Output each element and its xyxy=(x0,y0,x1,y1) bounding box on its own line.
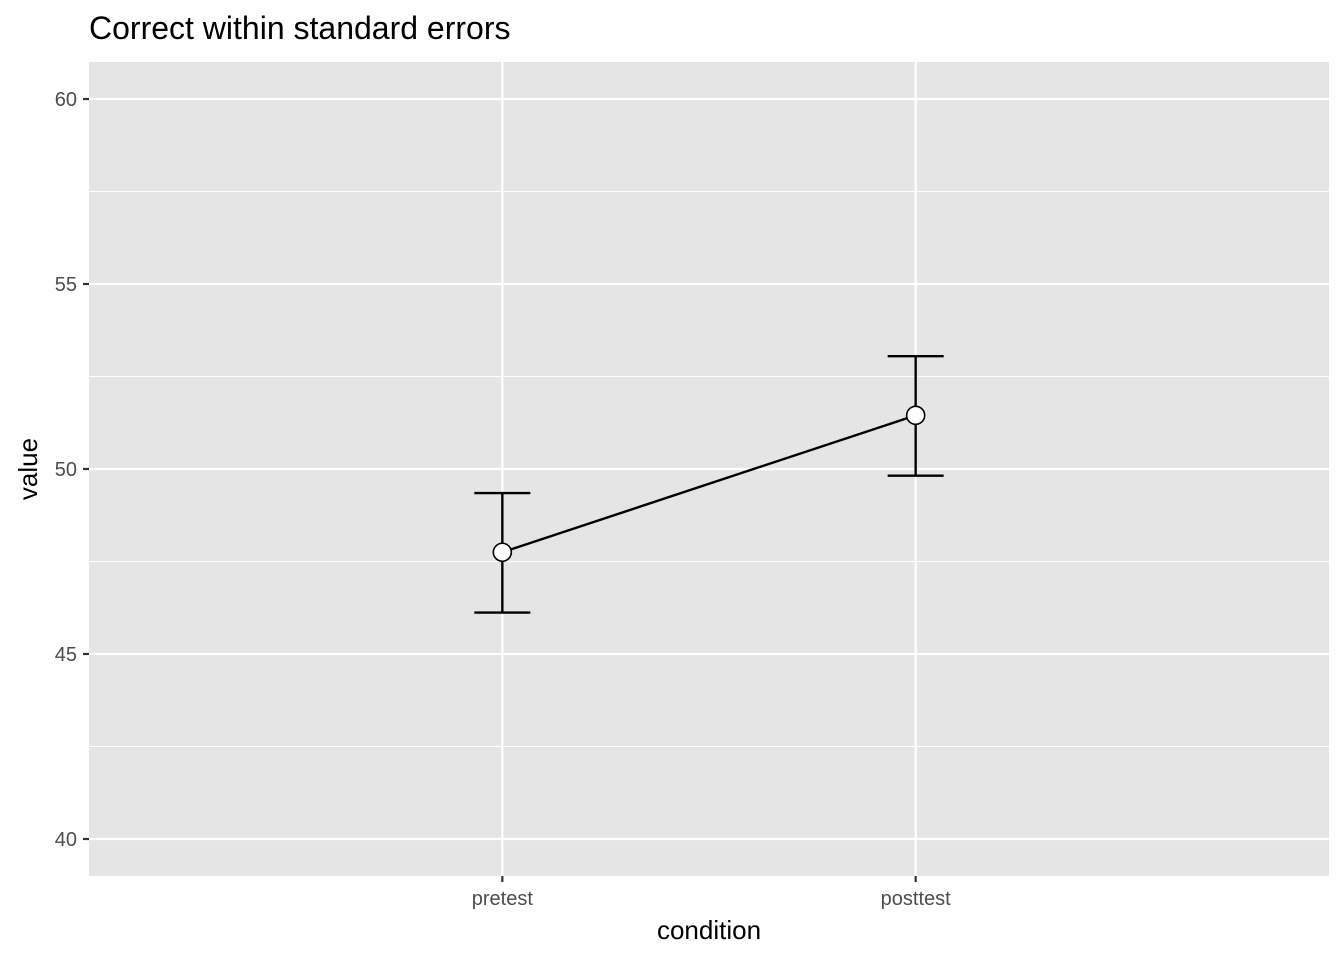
y-tick-label: 60 xyxy=(55,89,77,111)
x-axis: pretest posttest xyxy=(472,876,951,910)
series-line xyxy=(501,414,917,554)
y-tick-label: 40 xyxy=(55,829,77,851)
y-axis-title: value xyxy=(13,438,43,500)
series-group xyxy=(474,354,944,614)
x-axis-title: condition xyxy=(657,915,761,945)
x-tick-label: posttest xyxy=(881,888,951,910)
data-point xyxy=(492,542,513,563)
x-tick-label: pretest xyxy=(472,888,534,910)
y-tick-label: 45 xyxy=(55,644,77,666)
y-tick-label: 55 xyxy=(55,274,77,296)
minor-gridlines xyxy=(89,190,1329,748)
chart-title: Correct within standard errors xyxy=(89,10,510,46)
data-point xyxy=(905,405,926,426)
y-axis: 40 45 50 55 60 xyxy=(55,89,89,851)
y-tick-label: 50 xyxy=(55,459,77,481)
